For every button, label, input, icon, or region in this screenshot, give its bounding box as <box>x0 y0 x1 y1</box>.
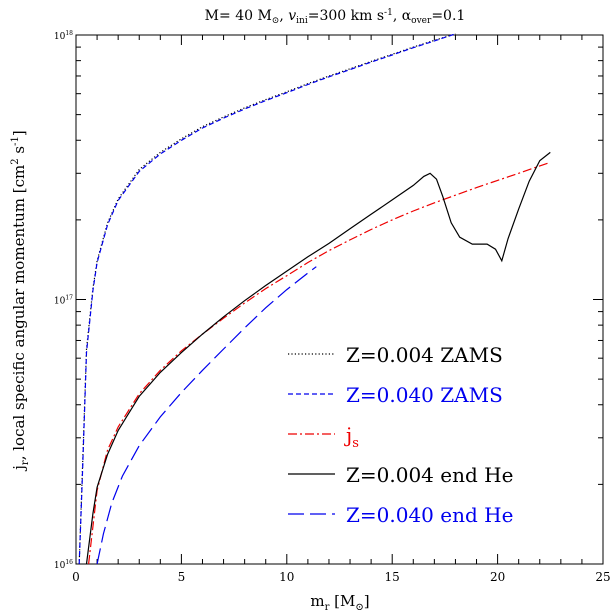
x-tick-label: 25 <box>595 570 610 584</box>
x-tick-label: 10 <box>279 570 294 584</box>
axis-ticks: 0 5 10 15 20 25 1016 1017 1018 <box>54 30 611 584</box>
legend: Z=0.004 ZAMS Z=0.040 ZAMS js Z=0.004 end He… <box>288 343 513 527</box>
series-line-2 <box>88 161 551 565</box>
legend-label-1: Z=0.040 ZAMS <box>346 383 503 407</box>
series-layer <box>78 33 551 565</box>
x-tick-label: 0 <box>72 570 80 584</box>
x-tick-label: 20 <box>490 570 505 584</box>
x-axis-label: mr [M⊙] <box>310 592 369 613</box>
legend-label-4: Z=0.040 end He <box>346 503 513 527</box>
plot-frame <box>75 34 604 565</box>
y-axis-label: jr, local specific angular momentum [cm2… <box>10 130 31 471</box>
series-line-1 <box>78 33 456 565</box>
legend-label-2: js <box>344 423 359 451</box>
series-line-0 <box>78 33 456 565</box>
series-line-3 <box>85 151 551 565</box>
y-tick-label: 1018 <box>54 30 73 42</box>
y-tick-label: 1016 <box>54 559 73 571</box>
legend-label-0: Z=0.004 ZAMS <box>346 343 503 367</box>
y-tick-label: 1017 <box>54 295 73 307</box>
x-tick-label: 15 <box>385 570 400 584</box>
legend-label-3: Z=0.004 end He <box>346 463 513 487</box>
x-tick-label: 5 <box>178 570 186 584</box>
series-line-4 <box>96 266 317 565</box>
chart-title: M= 40 M⊙, vini=300 km s-1, αover=0.1 <box>205 8 466 26</box>
